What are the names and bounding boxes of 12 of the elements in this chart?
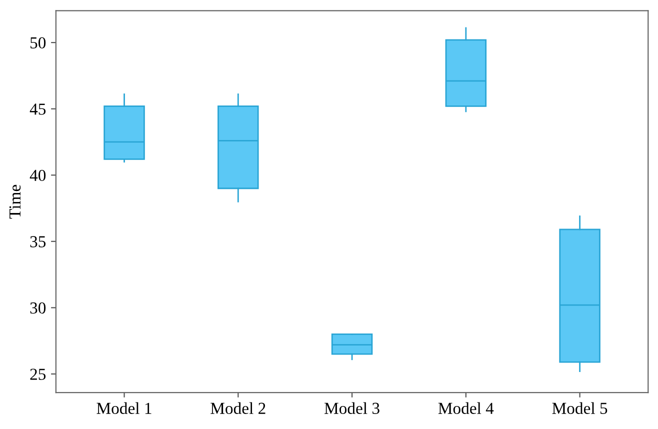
y-axis-title: Time [9,184,21,219]
y-tick-label: 45 [30,104,46,115]
y-tick-label: 35 [30,236,46,248]
x-tick-label: Model 5 [552,402,608,414]
y-tick-label: 50 [30,37,46,48]
y-tick-label: 25 [30,368,46,380]
y-tick-label: 30 [30,302,46,314]
x-tick-label: Model 4 [438,402,494,414]
x-tick-label: Model 2 [210,402,266,414]
x-tick-label: Model 3 [324,402,380,414]
y-tick-label: 40 [30,170,46,182]
x-tick-label: Model 1 [96,402,152,414]
